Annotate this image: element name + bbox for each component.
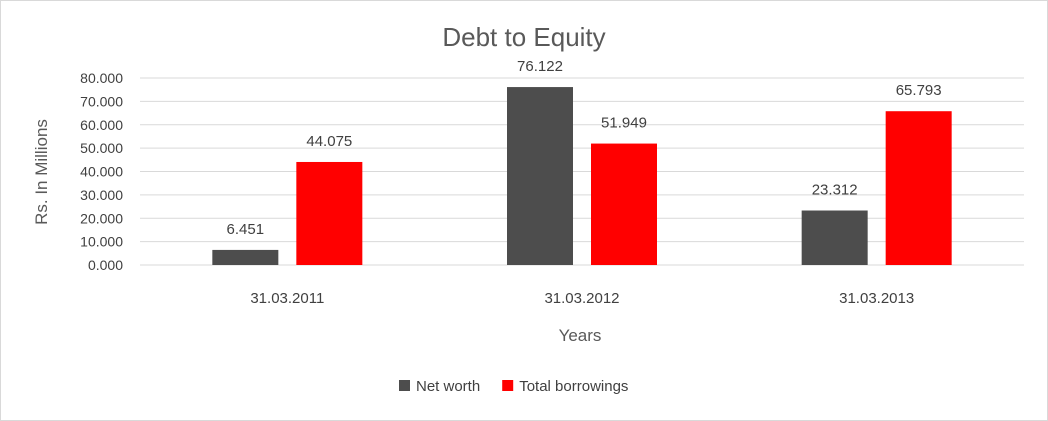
x-category-label: 31.03.2012 bbox=[544, 290, 619, 307]
gridlines bbox=[140, 77, 1024, 266]
bar bbox=[296, 161, 363, 265]
legend-swatch bbox=[399, 380, 410, 391]
data-label: 6.451 bbox=[227, 221, 265, 238]
y-tick-label: 80.000 bbox=[80, 70, 123, 86]
x-category-label: 31.03.2013 bbox=[839, 290, 914, 307]
data-label: 51.949 bbox=[601, 115, 647, 132]
x-category-label: 31.03.2011 bbox=[250, 290, 324, 307]
y-axis-ticks: 0.000 10.000 20.000 30.000 40.000 50.000 60.00… bbox=[80, 70, 123, 273]
y-tick-label: 10.000 bbox=[80, 234, 123, 250]
y-tick-label: 70.000 bbox=[80, 93, 123, 109]
legend: Net worth Total borrowings bbox=[399, 378, 628, 395]
y-axis-title: Rs. In Millions bbox=[32, 119, 51, 225]
bar bbox=[591, 143, 657, 265]
data-label: 44.075 bbox=[306, 133, 352, 150]
y-tick-label: 20.000 bbox=[80, 210, 123, 226]
y-tick-label: 50.000 bbox=[80, 140, 123, 156]
data-label: 23.312 bbox=[812, 182, 858, 199]
y-tick-label: 30.000 bbox=[80, 187, 123, 203]
legend-label: Total borrowings bbox=[519, 378, 628, 395]
bar bbox=[801, 210, 868, 265]
legend-label: Net worth bbox=[416, 378, 480, 395]
data-labels: 6.451 44.075 76.122 51.949 23.312 65.793 bbox=[227, 58, 942, 238]
y-tick-label: 60.000 bbox=[80, 117, 123, 133]
bar bbox=[507, 87, 573, 266]
bar bbox=[885, 111, 952, 265]
data-label: 65.793 bbox=[896, 82, 942, 99]
legend-swatch bbox=[502, 380, 514, 391]
y-tick-label: 0.000 bbox=[88, 257, 123, 273]
y-tick-label: 40.000 bbox=[80, 164, 123, 180]
x-axis-categories: 31.03.2011 31.03.2012 31.03.2013 bbox=[250, 290, 914, 307]
chart-title: Debt to Equity bbox=[442, 22, 605, 52]
bars bbox=[212, 87, 952, 266]
bar bbox=[212, 249, 279, 265]
data-label: 76.122 bbox=[517, 58, 563, 75]
x-axis-title: Years bbox=[559, 326, 602, 345]
